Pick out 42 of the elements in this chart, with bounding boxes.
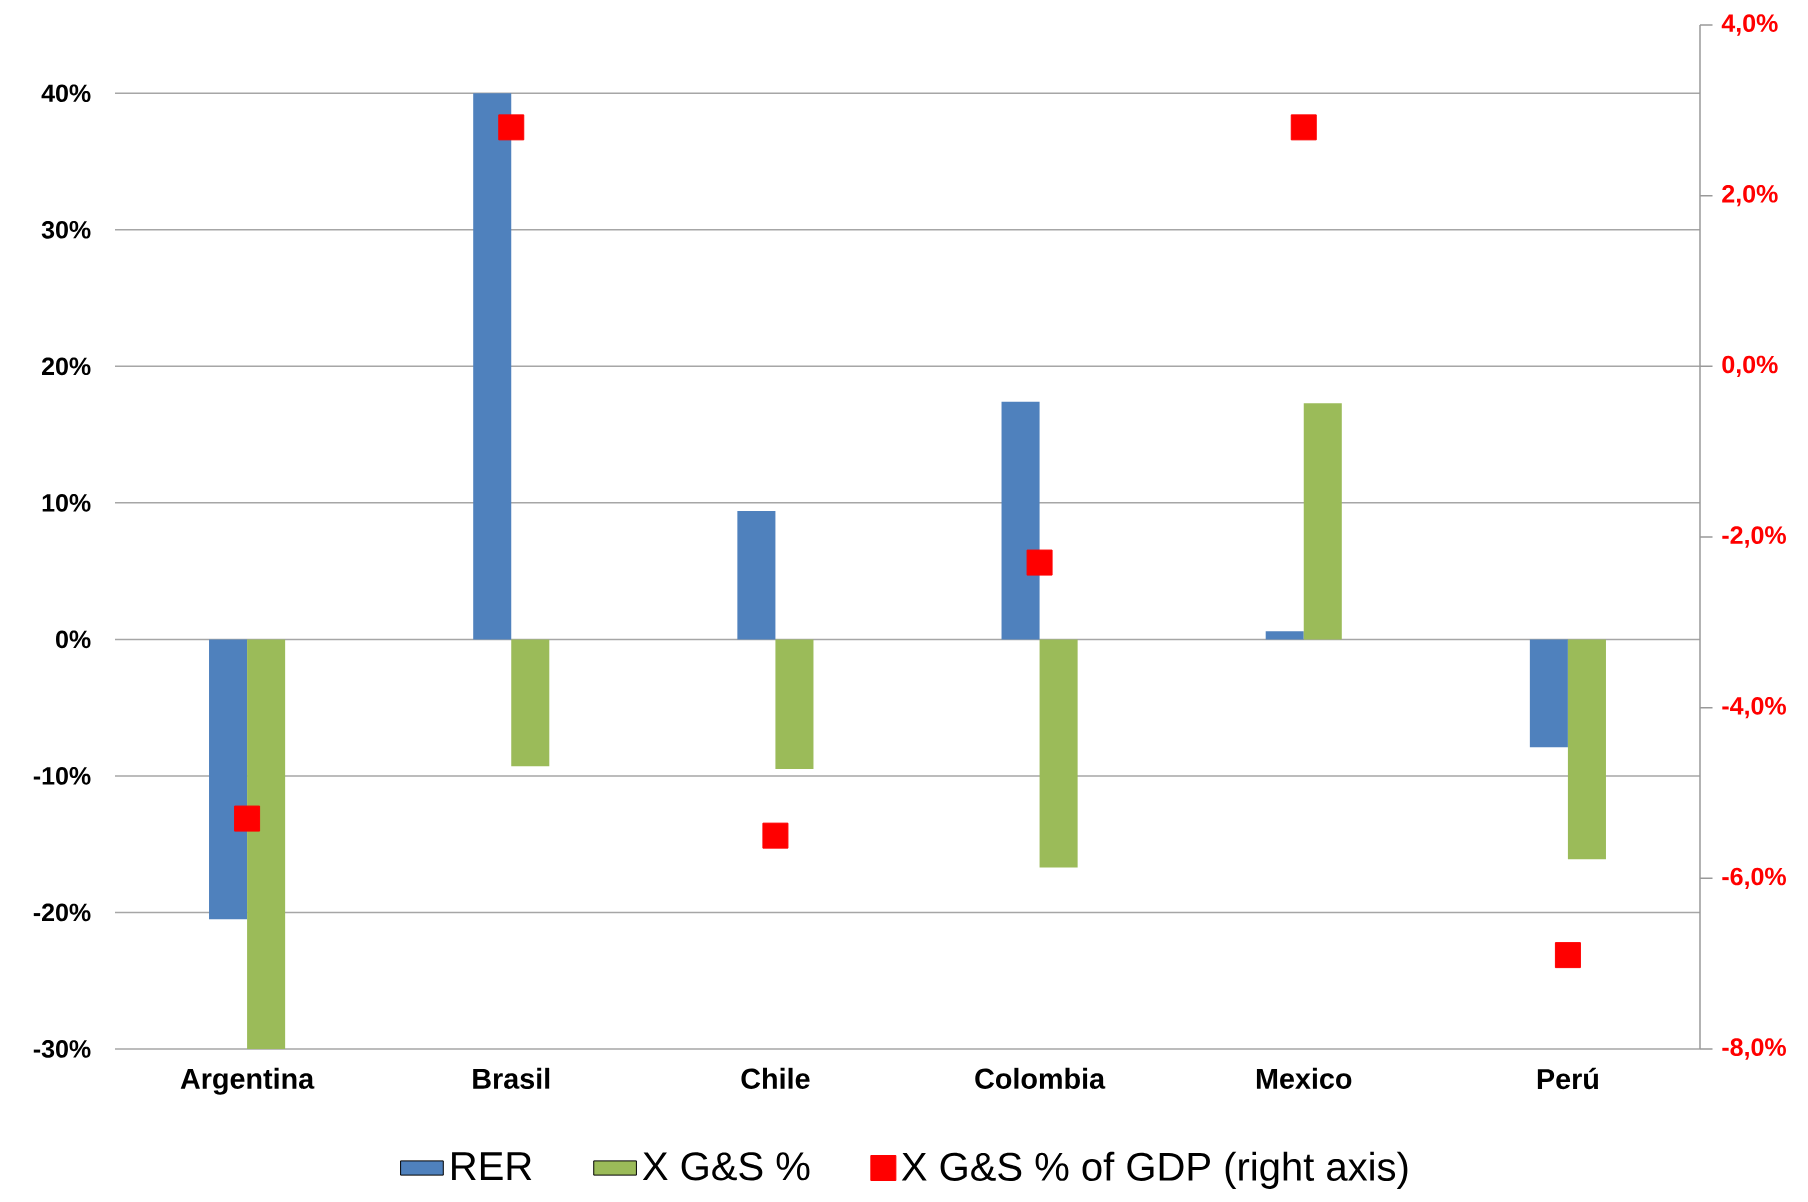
bar bbox=[1265, 631, 1304, 640]
x-tick-label: Chile bbox=[741, 1067, 810, 1089]
y2-tick-label: 2,0% bbox=[1722, 184, 1778, 207]
y2-tick-label: -4,0% bbox=[1722, 696, 1786, 719]
y-tick-label: -20% bbox=[33, 903, 91, 922]
point bbox=[1026, 549, 1053, 576]
bar bbox=[511, 639, 550, 767]
bar bbox=[1001, 401, 1040, 640]
x-tick-label: Argentina bbox=[180, 1067, 315, 1095]
legend-label: X G&S % of GDP (right axis) bbox=[901, 1151, 1408, 1189]
legend-label: X G&S % bbox=[642, 1152, 810, 1181]
x-tick-label: Colombia bbox=[975, 1067, 1106, 1089]
bar bbox=[247, 639, 286, 1049]
point bbox=[498, 114, 525, 141]
y2-tick-label: 4,0% bbox=[1721, 14, 1778, 36]
y2-tick-label: -8,0% bbox=[1722, 1038, 1786, 1060]
legend-label: RER bbox=[452, 1152, 532, 1180]
bar bbox=[1039, 639, 1078, 868]
x-tick-label: Brasil bbox=[473, 1067, 550, 1089]
y2-tick-label: 0,0% bbox=[1722, 355, 1778, 377]
y-tick-label: -30% bbox=[33, 1040, 91, 1058]
point bbox=[762, 822, 789, 849]
x-tick-label: Perú bbox=[1537, 1067, 1598, 1090]
y2-tick-label: -2,0% bbox=[1722, 526, 1786, 548]
bar bbox=[209, 639, 248, 920]
bar bbox=[1303, 403, 1342, 640]
x-tick-label: Mexico bbox=[1256, 1067, 1352, 1089]
y-tick-label: 30% bbox=[41, 220, 91, 239]
y2-tick-label: -6,0% bbox=[1722, 867, 1786, 889]
point bbox=[234, 805, 261, 832]
bar bbox=[1529, 639, 1568, 748]
point bbox=[1554, 942, 1581, 969]
y-tick-label: 20% bbox=[41, 357, 91, 376]
bar bbox=[473, 93, 512, 640]
bar bbox=[1567, 639, 1606, 860]
y-tick-label: 10% bbox=[42, 494, 91, 512]
point bbox=[1290, 114, 1317, 141]
bar bbox=[775, 639, 814, 770]
y-tick-label: 40% bbox=[41, 84, 91, 103]
y-tick-label: -10% bbox=[33, 767, 91, 785]
y-tick-label: 0% bbox=[56, 630, 91, 649]
bar bbox=[737, 511, 776, 640]
